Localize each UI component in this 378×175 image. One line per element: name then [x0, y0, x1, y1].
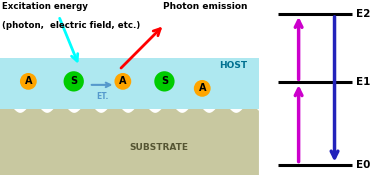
Text: Excitation energy: Excitation energy [2, 2, 88, 11]
Ellipse shape [194, 80, 211, 97]
Text: HOST: HOST [220, 61, 248, 70]
Text: S: S [161, 76, 168, 86]
Ellipse shape [20, 73, 37, 90]
Bar [0, 58, 259, 108]
Text: A: A [25, 76, 32, 86]
Text: E1: E1 [356, 77, 370, 87]
Text: S: S [70, 76, 77, 86]
Ellipse shape [64, 71, 84, 92]
Text: E2: E2 [356, 9, 370, 19]
Ellipse shape [115, 73, 131, 90]
Text: SUBSTRATE: SUBSTRATE [129, 142, 188, 152]
Text: (photon,  electric field, etc.): (photon, electric field, etc.) [2, 21, 140, 30]
Text: E0: E0 [356, 159, 370, 170]
Text: ET.: ET. [96, 92, 108, 101]
Text: A: A [119, 76, 127, 86]
Polygon shape [0, 104, 259, 175]
Text: Photon emission: Photon emission [163, 2, 247, 11]
Text: A: A [198, 83, 206, 93]
Ellipse shape [154, 71, 175, 92]
